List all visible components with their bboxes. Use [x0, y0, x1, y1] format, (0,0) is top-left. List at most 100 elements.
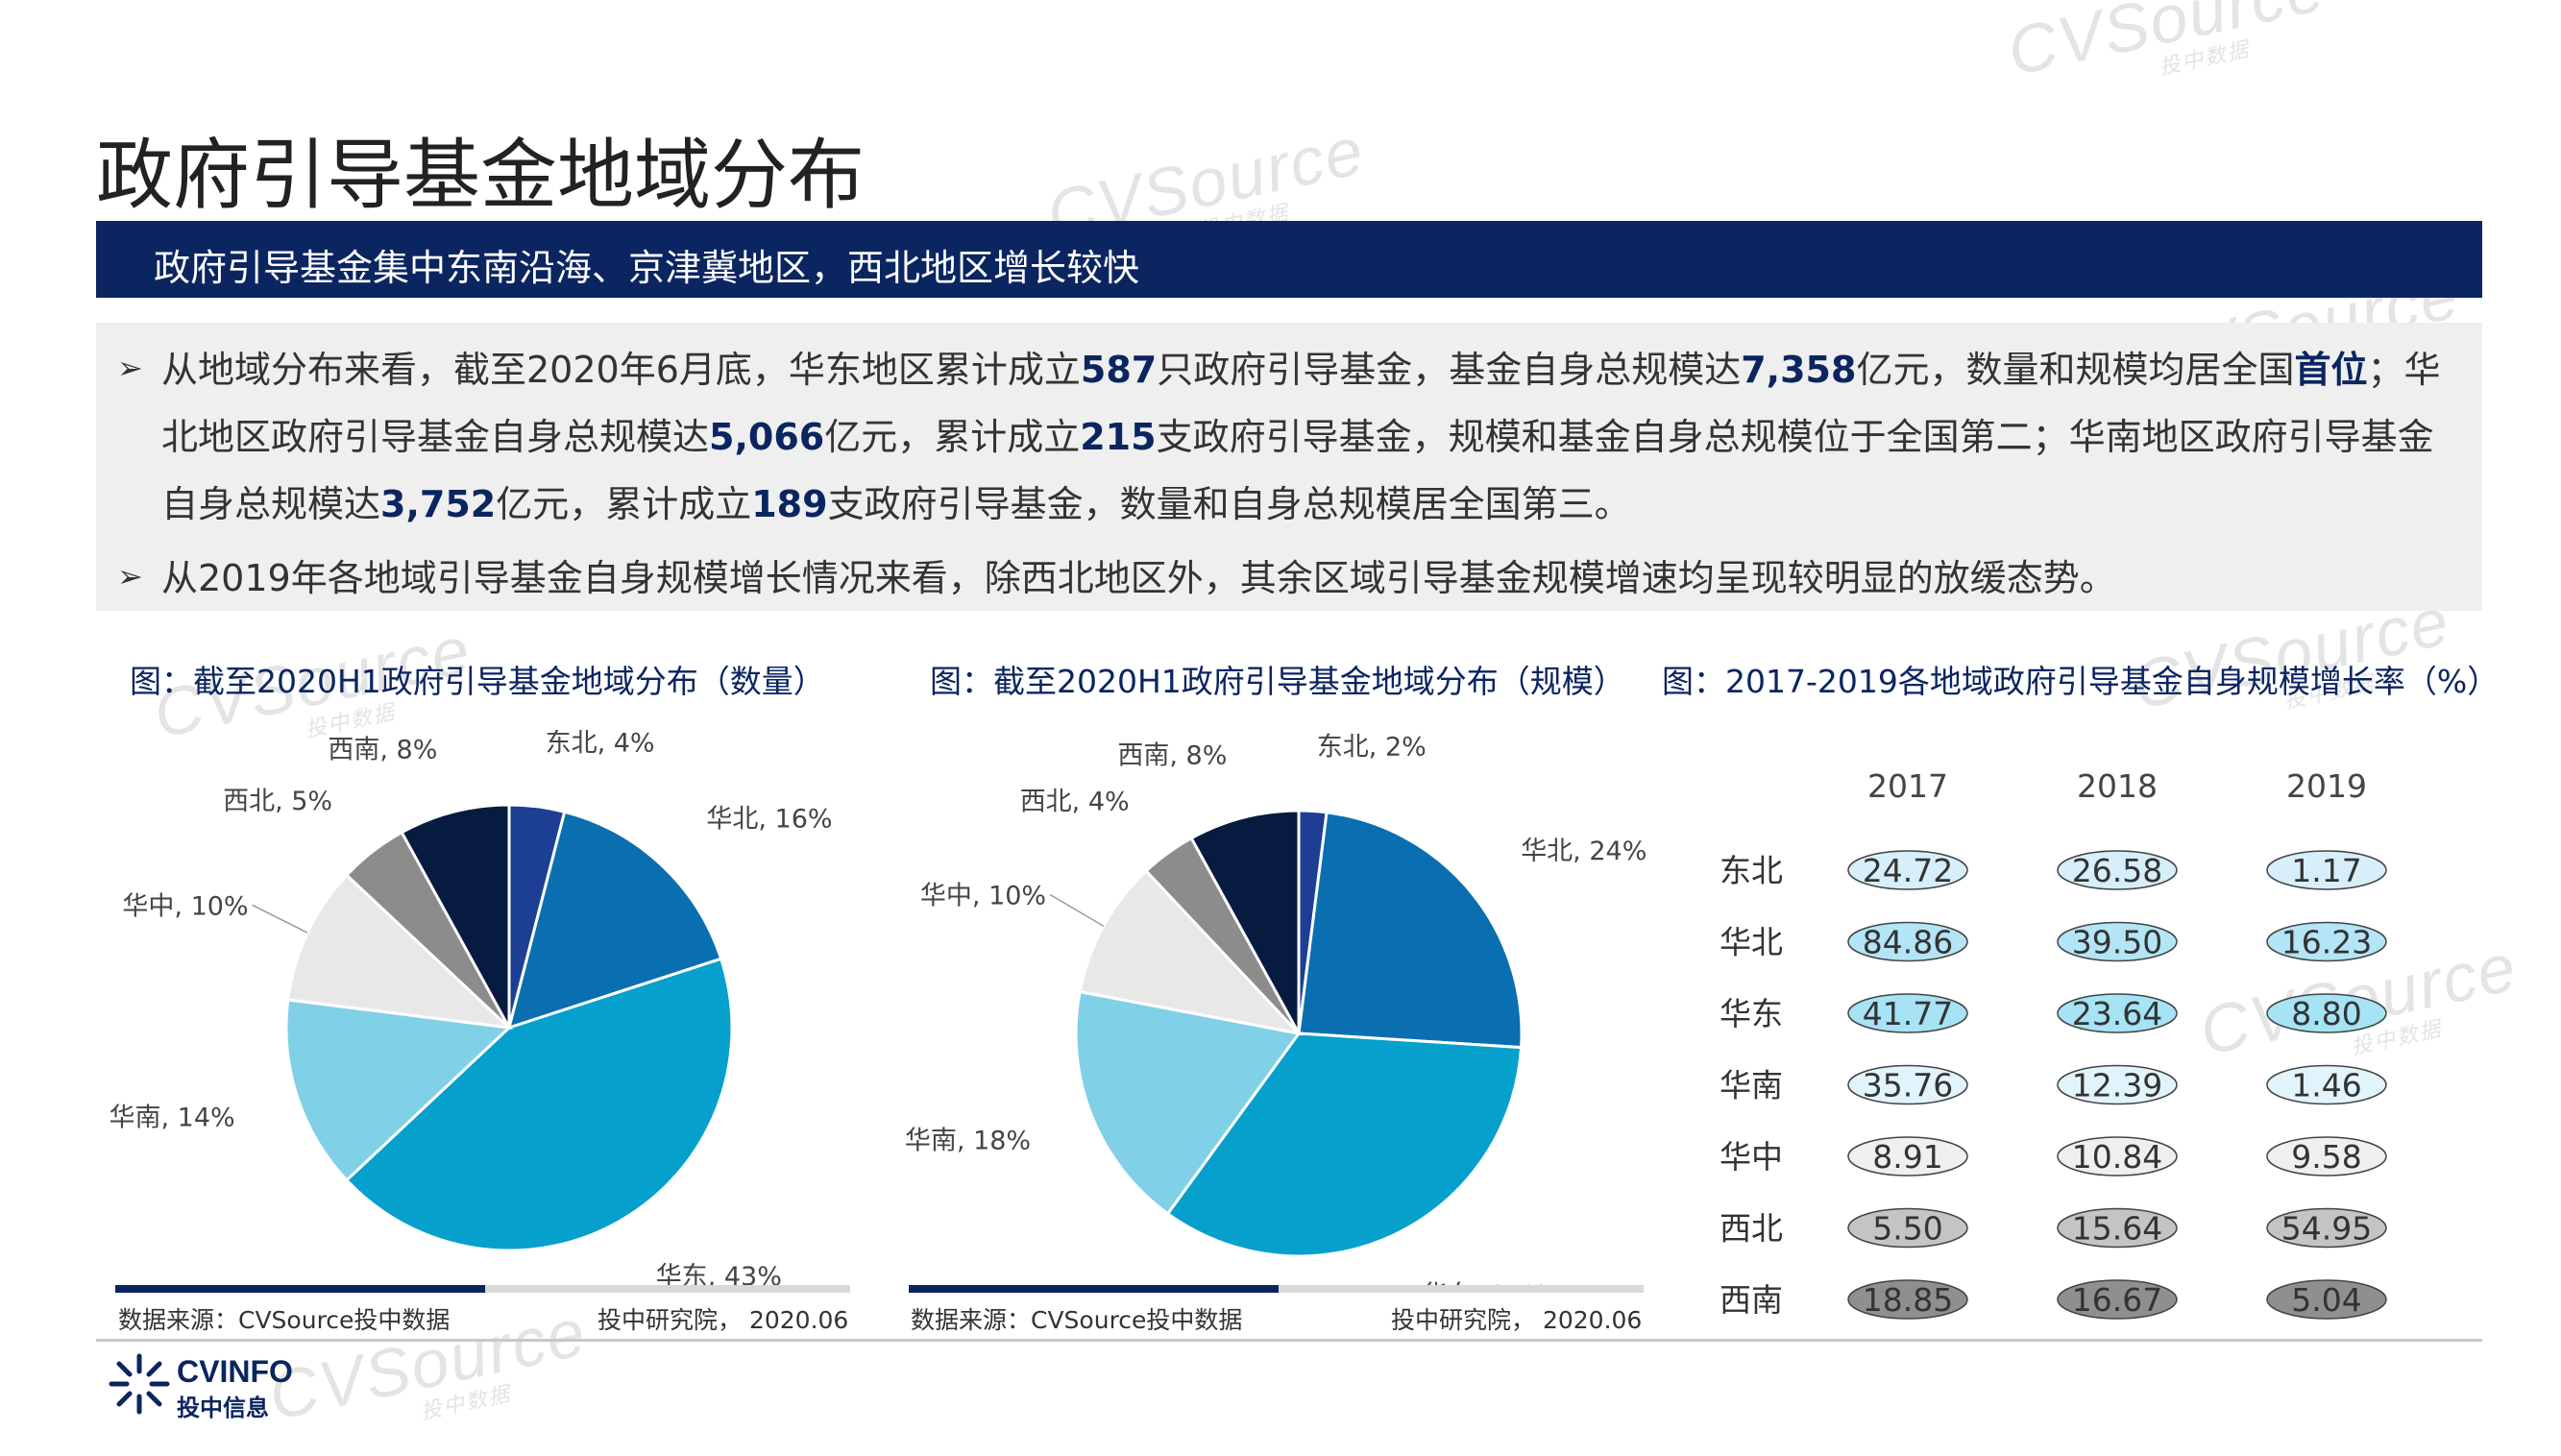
pie-leader-line — [1049, 893, 1105, 927]
summary-paragraph-2: 从2019年各地域引导基金自身规模增长情况来看，除西北地区外，其余区域引导基金规… — [161, 557, 2116, 599]
pie-slice-华南 — [284, 998, 513, 1182]
logo-subtext: 投中信息 — [177, 1395, 269, 1421]
table-cell-bubble — [2266, 1279, 2387, 1320]
table-cell-value: 15.64 — [2072, 1210, 2162, 1248]
table-row-label: 西南 — [1720, 1281, 1783, 1319]
data-source-left: 数据来源：CVSource投中数据 — [118, 1306, 451, 1334]
table-cell-bubble — [2266, 1136, 2387, 1177]
table-cell-value: 12.39 — [2072, 1067, 2162, 1104]
table-cell-bubble — [2266, 1064, 2387, 1105]
chart-title-growth: 图：2017-2019各地域政府引导基金自身规模增长率（%） — [1662, 663, 2500, 700]
table-cell-bubble — [1847, 1136, 1968, 1177]
table-cell-bubble — [2057, 993, 2178, 1033]
table-cell-value: 18.85 — [1863, 1281, 1953, 1319]
pie-label-西南: 西南, 8% — [1117, 740, 1227, 770]
table-cell-value: 26.58 — [2072, 852, 2162, 889]
pie-slice-西南 — [400, 803, 511, 1029]
table-cell-value: 10.84 — [2072, 1138, 2162, 1176]
pie-chart-scale: 东北, 2% 华北, 24% 华东, 34% 华南, 18% 华中, 10% 西北, 4%… — [905, 733, 1646, 1287]
table-cell-value: 16.23 — [2281, 924, 2372, 961]
source-divider-accent — [909, 1285, 1279, 1293]
table-cell-value: 8.91 — [1872, 1138, 1942, 1176]
logo-text: CVINFO — [177, 1354, 293, 1389]
table-cell-bubble — [1847, 1207, 1968, 1249]
table-cell-bubble — [2057, 1064, 2178, 1105]
bullet-arrow-icon: ➢ — [117, 350, 143, 386]
table-cell-value: 1.17 — [2291, 852, 2361, 889]
table-row-label: 西北 — [1720, 1210, 1783, 1248]
table-cell-value: 23.64 — [2072, 995, 2162, 1032]
table-cell-value: 84.86 — [1863, 924, 1953, 961]
bullet-arrow-icon: ➢ — [117, 558, 143, 595]
pie-label-华东: 华东, 34% — [1422, 1280, 1548, 1287]
table-cell-bubble — [1847, 850, 1968, 890]
pie-label-华中: 华中, 10% — [920, 882, 1046, 911]
pie-label-东北: 东北, 2% — [1317, 733, 1427, 763]
pie-label-华北: 华北, 24% — [1521, 837, 1646, 866]
summary-paragraph-1: 从地域分布来看，截至2020年6月底，华东地区累计成立587只政府引导基金，基金… — [161, 349, 2441, 525]
pie-slice-华北 — [1297, 811, 1524, 1050]
pie-label-西北: 西北, 4% — [1020, 787, 1130, 816]
pie-label-华中: 华中, 10% — [122, 891, 248, 921]
pie-label-西南: 西南, 8% — [328, 735, 437, 764]
section-banner: 政府引导基金集中东南沿海、京津冀地区，西北地区增长较快 — [96, 221, 2482, 298]
table-cell-value: 24.72 — [1863, 852, 1953, 889]
table-row-label: 华东 — [1720, 995, 1783, 1032]
summary-box: ➢ 从地域分布来看，截至2020年6月底，华东地区累计成立587只政府引导基金，… — [96, 323, 2482, 611]
table-column-header: 2018 — [2077, 767, 2158, 805]
table-cell-value: 8.80 — [2291, 995, 2361, 1032]
pie-slice-华北 — [506, 810, 723, 1031]
table-row-label: 华南 — [1720, 1067, 1783, 1104]
org-date-left: 投中研究院， 2020.06 — [598, 1306, 849, 1334]
table-cell-bubble — [2057, 1279, 2178, 1320]
table-cell-value: 54.95 — [2281, 1210, 2372, 1248]
table-cell-value: 9.58 — [2291, 1138, 2361, 1176]
org-date-mid: 投中研究院， 2020.06 — [1391, 1306, 1643, 1334]
table-cell-value: 41.77 — [1863, 995, 1953, 1032]
pie-slice-华东 — [1165, 1031, 1524, 1258]
table-cell-value: 16.67 — [2072, 1281, 2162, 1319]
table-row-label: 华中 — [1720, 1138, 1783, 1176]
pie-label-东北: 东北, 4% — [546, 730, 655, 758]
table-cell-bubble — [2057, 850, 2178, 890]
source-divider-accent — [115, 1285, 485, 1293]
data-source-mid: 数据来源：CVSource投中数据 — [911, 1306, 1243, 1334]
pie-label-华北: 华北, 16% — [706, 804, 832, 834]
table-cell-value: 1.46 — [2291, 1067, 2361, 1104]
table-cell-value: 5.50 — [1872, 1210, 1942, 1248]
table-cell-bubble — [2057, 1136, 2178, 1177]
table-cell-bubble — [1847, 993, 1968, 1033]
table-cell-value: 5.04 — [2291, 1281, 2361, 1319]
table-cell-bubble — [1847, 1279, 1968, 1320]
table-cell-bubble — [1847, 1064, 1968, 1105]
table-cell-bubble — [2266, 850, 2387, 890]
table-cell-bubble — [2266, 921, 2387, 962]
pie-slice-华南 — [1074, 989, 1302, 1216]
pie-label-华南: 华南, 14% — [110, 1104, 235, 1133]
chart-title-scale: 图：截至2020H1政府引导基金地域分布（规模） — [930, 663, 1625, 700]
footer-divider — [96, 1339, 2482, 1342]
table-cell-bubble — [2057, 921, 2178, 962]
table-column-header: 2019 — [2286, 767, 2367, 805]
table-cell-bubble — [2266, 993, 2387, 1033]
pie-slice-华中 — [1078, 868, 1304, 1036]
page-title: 政府引导基金地域分布 — [96, 131, 865, 220]
cvinfo-logo-icon — [109, 1353, 170, 1415]
pie-chart-count: 东北, 4% 华北, 16% 华东, 43% 华南, 14% 华中, 10% 西北, 5%… — [110, 730, 833, 1287]
pie-leader-line — [252, 904, 308, 934]
pie-label-西北: 西北, 5% — [223, 787, 332, 816]
pie-slice-华东 — [344, 957, 734, 1252]
growth-rate-table: 2017 2018 2019 东北 24.72 26.58 1.17 华北 84.86 39.50… — [1720, 767, 2387, 1320]
pie-label-华南: 华南, 18% — [905, 1126, 1031, 1155]
table-cell-bubble — [1847, 921, 1968, 962]
table-cell-bubble — [2057, 1207, 2178, 1249]
chart-title-count: 图：截至2020H1政府引导基金地域分布（数量） — [130, 663, 825, 700]
pie-slice-西南 — [1189, 809, 1301, 1034]
table-row-label: 华北 — [1720, 924, 1783, 961]
banner-text: 政府引导基金集中东南沿海、京津冀地区，西北地区增长较快 — [154, 247, 1140, 289]
table-cell-value: 39.50 — [2072, 924, 2162, 961]
table-column-header: 2017 — [1867, 767, 1948, 805]
table-cell-value: 35.76 — [1863, 1067, 1953, 1104]
table-cell-bubble — [2266, 1207, 2387, 1249]
